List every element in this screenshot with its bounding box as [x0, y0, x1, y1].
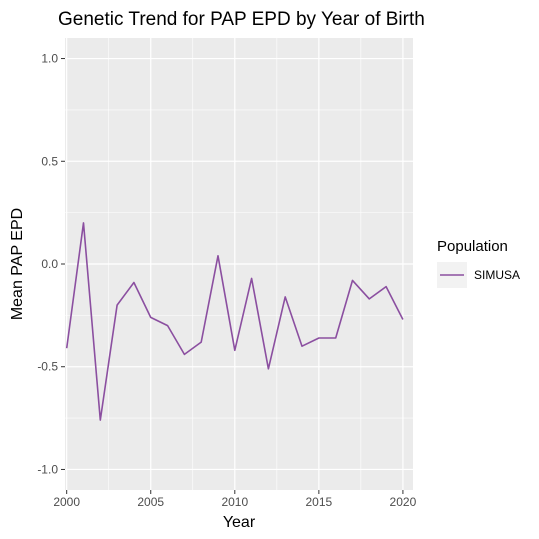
- x-tick-label: 2015: [306, 495, 333, 509]
- y-tick-label: 1.0: [41, 52, 58, 66]
- y-axis-title: Mean PAP EPD: [9, 208, 26, 320]
- x-tick-label: 2010: [221, 495, 248, 509]
- y-tick-label: 0.5: [41, 154, 58, 168]
- major-gridlines: [65, 38, 413, 490]
- y-tick-label: -0.5: [37, 360, 58, 374]
- chart-title: Genetic Trend for PAP EPD by Year of Bir…: [58, 9, 425, 30]
- x-tick-label: 2005: [137, 495, 164, 509]
- x-axis-title: Year: [223, 514, 256, 531]
- x-axis: 2000 2005 2010 2015 2020: [53, 490, 417, 509]
- x-tick-label: 2020: [390, 495, 417, 509]
- y-tick-label: 0.0: [41, 257, 58, 271]
- series-line-simusa: [65, 222, 404, 421]
- legend: Population SIMUSA: [437, 238, 520, 288]
- series-layer: [65, 222, 404, 421]
- y-tick-label: -1.0: [37, 462, 58, 476]
- legend-title: Population: [437, 238, 508, 255]
- y-axis: 1.0 0.5 0.0 -0.5 -1.0: [37, 52, 65, 476]
- x-tick-label: 2000: [53, 495, 80, 509]
- legend-label-simusa: SIMUSA: [474, 268, 520, 282]
